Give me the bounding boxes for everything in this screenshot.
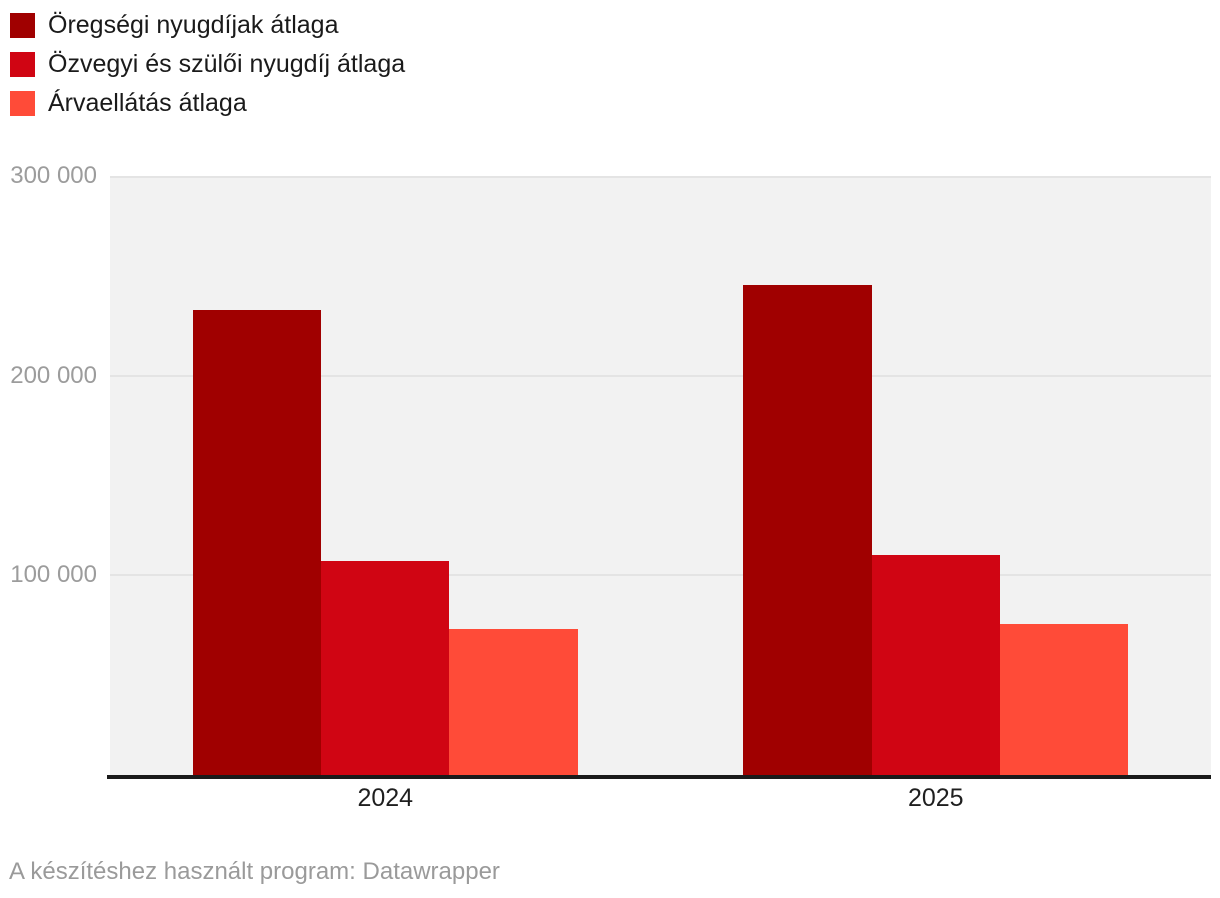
- bar-2025-series-1[interactable]: [743, 285, 872, 775]
- bar-2025-series-2[interactable]: [871, 555, 1000, 775]
- y-tick-label: 200 000: [10, 361, 97, 389]
- x-axis-line: [107, 775, 1211, 779]
- bar-2024-series-2[interactable]: [321, 560, 450, 775]
- bar-2024-series-1[interactable]: [192, 309, 322, 775]
- legend-label: Öregségi nyugdíjak átlaga: [48, 11, 339, 39]
- legend-item: Öregségi nyugdíjak átlaga: [10, 13, 405, 38]
- gridline: [110, 574, 1211, 577]
- y-tick-label: 100 000: [10, 561, 97, 589]
- legend-label: Özvegyi és szülői nyugdíj átlaga: [48, 50, 406, 78]
- bar-2025-series-3[interactable]: [999, 624, 1129, 775]
- attribution-text: A készítéshez használt program: Datawrap…: [9, 858, 500, 885]
- legend-swatch-icon: [10, 13, 35, 38]
- plot-area: [110, 176, 1211, 775]
- gridline: [110, 374, 1211, 377]
- x-tick-label: 2025: [907, 784, 964, 812]
- legend-item: Árvaellátás átlaga: [10, 91, 405, 116]
- y-tick-label: 300 000: [10, 162, 97, 189]
- legend: Öregségi nyugdíjak átlaga Özvegyi és szül…: [10, 13, 405, 116]
- x-tick-label: 2024: [357, 784, 414, 812]
- legend-swatch-icon: [10, 91, 35, 116]
- legend-item: Özvegyi és szülői nyugdíj átlaga: [10, 52, 405, 77]
- gridline: [110, 176, 1211, 178]
- legend-swatch-icon: [10, 52, 35, 77]
- bar-2024-series-3[interactable]: [449, 628, 578, 775]
- legend-label: Árvaellátás átlaga: [48, 89, 247, 117]
